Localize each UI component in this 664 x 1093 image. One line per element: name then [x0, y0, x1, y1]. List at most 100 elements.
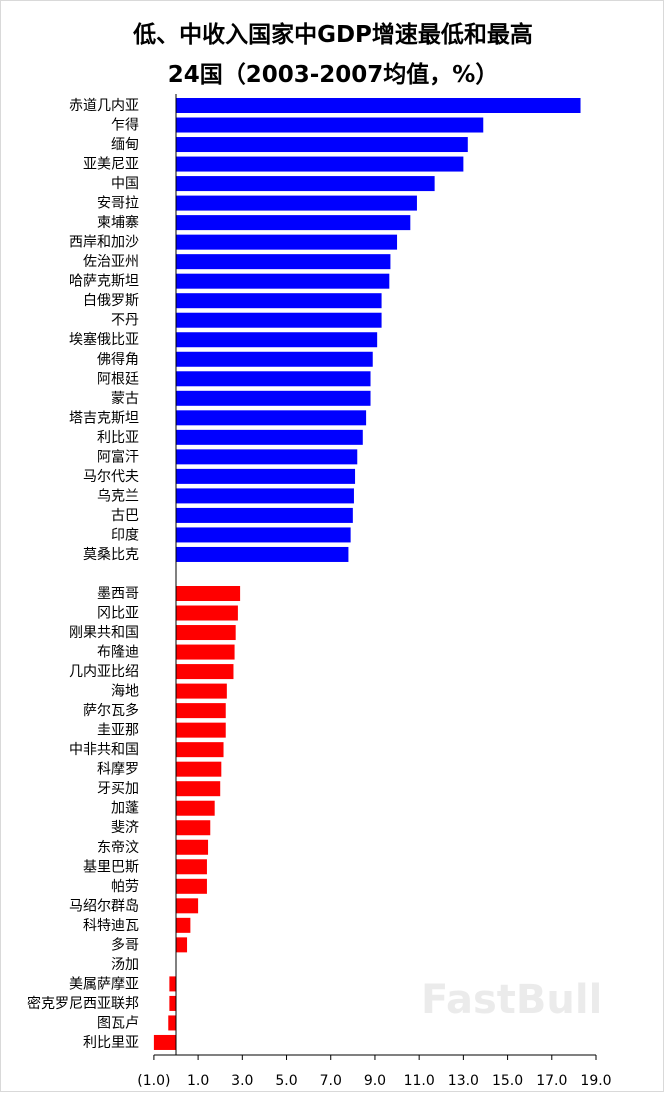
- bar: [169, 976, 176, 992]
- category-label: 布隆迪: [97, 645, 139, 661]
- category-label: 加蓬: [111, 801, 139, 817]
- x-tick-label: 5.0: [275, 1073, 297, 1089]
- bar: [176, 137, 468, 153]
- category-label: 科摩罗: [97, 761, 139, 778]
- bar: [176, 605, 238, 621]
- bar: [176, 98, 581, 113]
- bar: [176, 546, 349, 562]
- chart-title-line1: 低、中收入国家中GDP增速最低和最高: [133, 22, 533, 48]
- bar: [176, 176, 435, 192]
- category-label: 圭亚那: [97, 723, 139, 739]
- x-tick-label: 11.0: [404, 1073, 435, 1089]
- chart-title-line2: 24国（2003-2007均值，%）: [167, 62, 499, 88]
- bar: [176, 937, 188, 953]
- bar: [176, 410, 367, 426]
- category-label: 莫桑比克: [83, 547, 139, 563]
- category-label: 海地: [111, 684, 139, 700]
- bar: [176, 195, 417, 211]
- bar: [176, 898, 199, 914]
- category-label: 东帝汶: [97, 839, 139, 856]
- category-label: 柬埔寨: [97, 214, 139, 231]
- bar: [176, 859, 207, 875]
- bar: [176, 820, 211, 836]
- bar: [176, 527, 351, 543]
- bar: [176, 683, 227, 699]
- bars-group: [153, 98, 581, 1050]
- category-label: 阿富汗: [97, 448, 139, 465]
- x-tick-label: 17.0: [536, 1073, 567, 1089]
- bar: [176, 703, 226, 719]
- category-label: 塔吉克斯坦: [69, 410, 139, 426]
- category-label: 科特迪瓦: [83, 918, 139, 934]
- category-label: 蒙古: [111, 391, 139, 407]
- bar: [153, 1034, 176, 1050]
- category-label: 哈萨克斯坦: [69, 274, 139, 290]
- bar: [176, 351, 373, 367]
- category-label: 冈比亚: [97, 606, 139, 622]
- bar: [176, 781, 221, 797]
- bar: [176, 488, 354, 504]
- x-tick-label: 13.0: [448, 1073, 479, 1089]
- category-label: 斐济: [111, 820, 139, 836]
- bar: [176, 800, 215, 816]
- category-label: 利比亚: [97, 430, 139, 446]
- category-label: 利比里亚: [83, 1035, 139, 1051]
- bar: [176, 215, 411, 231]
- category-label: 亚美尼亚: [83, 157, 139, 173]
- category-label: 密克罗尼西亚联邦: [27, 995, 139, 1012]
- bar: [176, 234, 398, 250]
- bar: [168, 1015, 176, 1031]
- bar: [176, 293, 382, 309]
- bar: [176, 273, 390, 289]
- category-label: 多哥: [111, 936, 139, 953]
- category-label: 安哥拉: [97, 196, 139, 212]
- category-label: 不丹: [111, 313, 139, 329]
- bar: [176, 722, 226, 738]
- bar: [176, 468, 356, 484]
- category-label: 中非共和国: [69, 742, 139, 758]
- bar: [176, 254, 391, 270]
- category-label: 墨西哥: [97, 586, 139, 602]
- bar: [176, 117, 484, 133]
- category-label: 帕劳: [111, 879, 139, 895]
- category-label: 白俄罗斯: [83, 293, 139, 309]
- category-label: 古巴: [111, 508, 139, 524]
- axes-group: (1.0) 1.0 3.0 5.0 7.0 9.0 11.0 13.0 15.0 17.0 19.0: [137, 94, 612, 1089]
- category-label: 佐治亚州: [83, 254, 139, 270]
- bar: [176, 839, 209, 855]
- bar: [176, 429, 363, 445]
- bar: [176, 449, 358, 465]
- bar: [176, 625, 236, 641]
- watermark-text: FastBull: [421, 977, 602, 1023]
- bar: [176, 878, 207, 894]
- category-label: 缅甸: [111, 137, 139, 153]
- bar: [176, 742, 224, 758]
- category-label: 牙买加: [97, 781, 139, 797]
- category-label: 佛得角: [97, 351, 139, 368]
- bar: [176, 644, 235, 660]
- category-label: 马尔代夫: [83, 469, 139, 485]
- category-label: 萨尔瓦多: [83, 702, 139, 719]
- x-tick-label: 1.0: [187, 1073, 209, 1089]
- bar: [176, 312, 382, 328]
- bar: [176, 390, 371, 406]
- category-label: 刚果共和国: [69, 625, 139, 641]
- x-tick-label: 15.0: [492, 1073, 523, 1089]
- bar: [176, 507, 353, 523]
- category-label: 汤加: [111, 957, 139, 973]
- bar: [176, 917, 191, 933]
- category-labels-group: 赤道几内亚乍得缅甸亚美尼亚中国安哥拉柬埔寨西岸和加沙佐治亚州哈萨克斯坦白俄罗斯不…: [27, 98, 139, 1051]
- bar: [176, 761, 222, 777]
- category-label: 埃塞俄比亚: [69, 331, 139, 348]
- category-label: 美属萨摩亚: [69, 975, 139, 992]
- category-label: 图瓦卢: [97, 1015, 139, 1031]
- category-label: 马绍尔群岛: [69, 898, 139, 914]
- category-label: 中国: [111, 176, 139, 192]
- bar: [169, 995, 176, 1011]
- bar: [176, 371, 371, 387]
- x-tick-label: 19.0: [580, 1073, 611, 1089]
- category-label: 乍得: [111, 117, 139, 134]
- bar: [176, 664, 234, 680]
- category-label: 西岸和加沙: [69, 235, 139, 251]
